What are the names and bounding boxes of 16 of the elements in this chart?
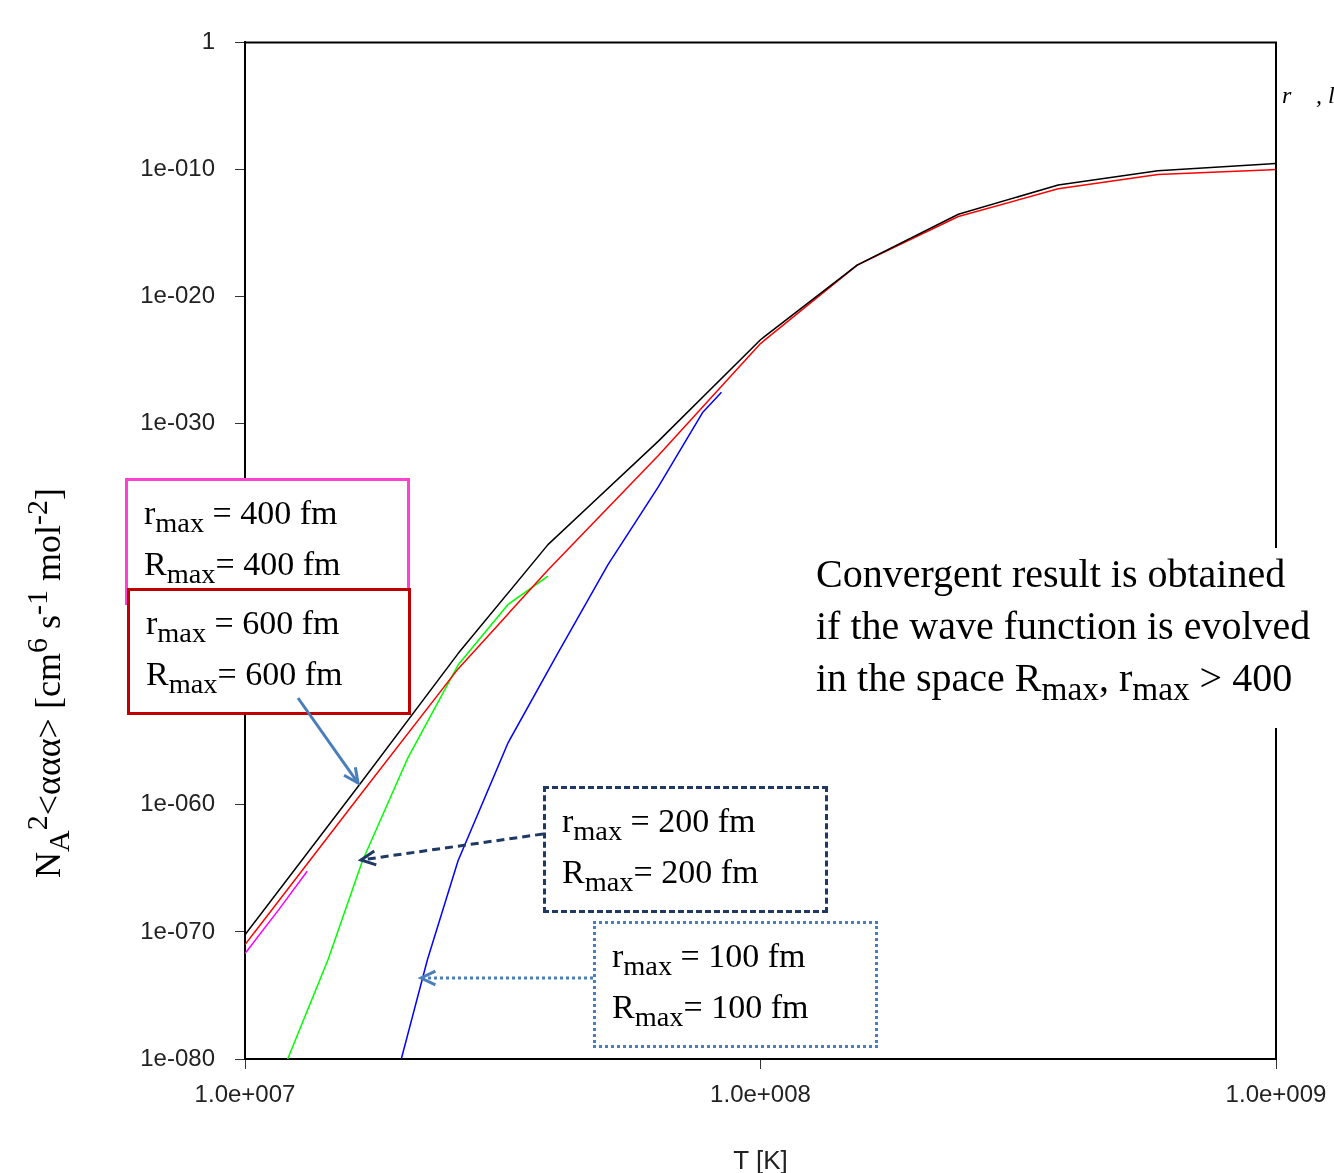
x-axis-title: T [K]: [733, 1144, 788, 1173]
text: r$_{max}$ = 600 fm R$_{max}$= 600 fm: [146, 604, 343, 699]
y-tick-label: 1e-060: [140, 789, 215, 817]
x-tick-label: 1.0e+009: [1225, 1080, 1327, 1108]
text: r$_{max}$ = 100 fm R$_{max}$= 100 fm: [612, 937, 809, 1032]
text: r$_{max}$ = 200 fm R$_{max}$= 200 fm: [562, 802, 759, 897]
x-tick-label: 1.0e+008: [710, 1080, 811, 1108]
y-tick-label: 1e-020: [140, 281, 215, 309]
y-tick-label: 1e-070: [140, 916, 215, 944]
y-tick-label: 1e-080: [140, 1043, 215, 1071]
text: r⃗ , l: [1282, 80, 1334, 116]
x-tick-label: 1.0e+007: [194, 1080, 296, 1108]
annotation: Convergent result is obtained if the wave function is evolved in the space R$_{max}$, r$_{max}$ > 400: [816, 548, 1334, 728]
y-tick-label: 1e-030: [140, 408, 215, 436]
y-tick-label: 1e-010: [140, 154, 215, 182]
y-tick-label: 1: [201, 27, 215, 55]
